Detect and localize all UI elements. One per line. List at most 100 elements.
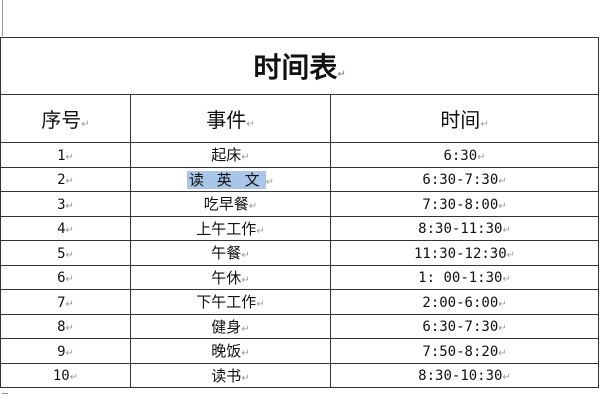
number-cell[interactable]: 9↵ [0, 338, 131, 364]
header-label: 时间 [440, 108, 481, 132]
event-text: 下午工作 [196, 293, 257, 312]
paragraph-mark-icon: ↵ [265, 176, 274, 188]
time-text: 6:30 [443, 147, 478, 164]
schedule-table: 时间表↵ 序号↵ 事件↵ 时间↵ 1↵ 起床↵ 6:30↵ 2↵ 读 英 文 ↵ 6:30-7:… [0, 37, 600, 388]
paragraph-mark-icon: ↵ [65, 274, 74, 286]
table-row: 8↵ 健身↵ 6:30-7:30↵ [0, 313, 600, 339]
paragraph-mark-icon: ↵ [241, 250, 250, 262]
event-cell[interactable]: 吃早餐↵ [130, 191, 331, 217]
paragraph-mark-icon: ↵ [498, 347, 507, 359]
event-text: 读书 [211, 366, 242, 385]
paragraph-mark-icon: ↵ [65, 200, 74, 212]
event-cell[interactable]: 午休↵ [130, 264, 331, 290]
table-row: 7↵ 下午工作↵ 2:00-6:00↵ [0, 289, 600, 315]
paragraph-mark-icon: ↵ [256, 299, 265, 311]
number-cell[interactable]: 2↵ [0, 166, 131, 192]
time-text: 11:30-12:30 [413, 245, 507, 262]
time-cell[interactable]: 6:30↵ [329, 142, 600, 168]
paragraph-mark-icon: ↵ [498, 323, 507, 335]
paragraph-mark-icon: ↵ [65, 249, 74, 261]
paragraph-mark-icon: ↵ [337, 69, 346, 80]
number-cell[interactable]: 3↵ [0, 191, 131, 217]
time-text: 6:30-7:30 [422, 319, 499, 336]
time-cell[interactable]: 8:30-10:30↵ [329, 362, 600, 388]
row-number: 8 [57, 319, 66, 336]
table-row: 10↵ 读书↵ 8:30-10:30↵ [0, 362, 600, 388]
paragraph-mark-icon: ↵ [502, 372, 511, 384]
time-cell[interactable]: 6:30-7:30↵ [329, 166, 600, 192]
event-cell[interactable]: 晚饭↵ [130, 338, 331, 364]
row-number: 10 [52, 368, 70, 385]
paragraph-mark-icon: ↵ [81, 119, 90, 130]
event-cell[interactable]: 健身↵ [130, 313, 331, 339]
event-text: 午休 [211, 268, 242, 287]
table-title: 时间表 [253, 51, 338, 84]
time-cell[interactable]: 7:50-8:20↵ [329, 338, 600, 364]
event-text: 读 英 文 [187, 170, 266, 189]
table-row: 1↵ 起床↵ 6:30↵ [0, 142, 600, 168]
time-cell[interactable]: 11:30-12:30↵ [329, 240, 600, 266]
table-title-cell[interactable]: 时间表↵ [0, 37, 600, 95]
event-cell[interactable]: 起床↵ [130, 142, 331, 168]
header-label: 序号 [41, 108, 82, 132]
time-text: 8:30-11:30 [418, 221, 503, 238]
event-cell[interactable]: 上午工作↵ [130, 215, 331, 241]
table-row: 9↵ 晚饭↵ 7:50-8:20↵ [0, 338, 600, 364]
number-cell[interactable]: 7↵ [0, 289, 131, 315]
paragraph-mark-icon: ↵ [246, 119, 255, 130]
paragraph-mark-icon: ↵ [241, 274, 250, 286]
header-cell[interactable]: 事件↵ [130, 94, 331, 143]
row-number: 6 [57, 270, 66, 287]
event-text: 午餐 [211, 244, 242, 263]
paragraph-mark-icon: ↵ [241, 323, 250, 335]
paragraph-mark-icon: ↵ [69, 372, 79, 384]
event-cell[interactable]: 读书↵ [130, 362, 331, 388]
event-text: 吃早餐 [203, 195, 249, 214]
number-cell[interactable]: 4↵ [0, 215, 131, 241]
time-cell[interactable]: 8:30-11:30↵ [329, 215, 600, 241]
header-label: 事件 [206, 108, 247, 132]
header-cell[interactable]: 序号↵ [0, 94, 131, 143]
paragraph-mark-icon: ↵ [65, 225, 74, 237]
paragraph-mark-icon: ↵ [498, 200, 507, 212]
header-cell[interactable]: 时间↵ [329, 94, 600, 143]
event-text: 健身 [211, 317, 242, 336]
paragraph-mark-icon: ↵ [477, 151, 486, 163]
row-number: 9 [57, 343, 66, 360]
paragraph-mark-icon: ↵ [65, 151, 74, 163]
paragraph-mark-icon: ↵ [502, 274, 511, 286]
paragraph-mark-icon: ↵ [241, 152, 250, 164]
paragraph-mark-icon: ↵ [241, 348, 250, 360]
paragraph-mark-icon: ↵ [498, 176, 507, 188]
header-row: 序号↵ 事件↵ 时间↵ [0, 94, 600, 143]
event-text: 晚饭 [211, 342, 242, 361]
time-cell[interactable]: 6:30-7:30↵ [329, 313, 600, 339]
table-row: 2↵ 读 英 文 ↵ 6:30-7:30↵ [0, 166, 600, 192]
event-cell[interactable]: 读 英 文 ↵ [130, 166, 331, 192]
row-number: 2 [57, 172, 66, 189]
number-cell[interactable]: 6↵ [0, 264, 131, 290]
time-text: 7:50-8:20 [422, 343, 499, 360]
number-cell[interactable]: 1↵ [0, 142, 131, 168]
time-text: 7:30-8:00 [422, 196, 499, 213]
time-cell[interactable]: 7:30-8:00↵ [329, 191, 600, 217]
paragraph-mark-bottom [2, 393, 8, 394]
row-number: 7 [57, 294, 66, 311]
time-cell[interactable]: 1: 00-1:30↵ [329, 264, 600, 290]
time-text: 6:30-7:30 [422, 172, 499, 189]
paragraph-mark-icon: ↵ [65, 176, 74, 188]
time-cell[interactable]: 2:00-6:00↵ [329, 289, 600, 315]
event-cell[interactable]: 下午工作↵ [130, 289, 331, 315]
number-cell[interactable]: 5↵ [0, 240, 131, 266]
row-number: 5 [57, 245, 66, 262]
paragraph-mark-icon: ↵ [241, 372, 250, 384]
number-cell[interactable]: 8↵ [0, 313, 131, 339]
paragraph-mark-icon: ↵ [498, 298, 507, 310]
paragraph-mark-icon: ↵ [480, 119, 489, 130]
number-cell[interactable]: 10↵ [0, 362, 131, 388]
time-text: 1: 00-1:30 [418, 270, 503, 287]
event-text: 上午工作 [196, 219, 257, 238]
row-number: 3 [57, 196, 66, 213]
paragraph-mark-icon: ↵ [65, 323, 74, 335]
event-cell[interactable]: 午餐↵ [130, 240, 331, 266]
